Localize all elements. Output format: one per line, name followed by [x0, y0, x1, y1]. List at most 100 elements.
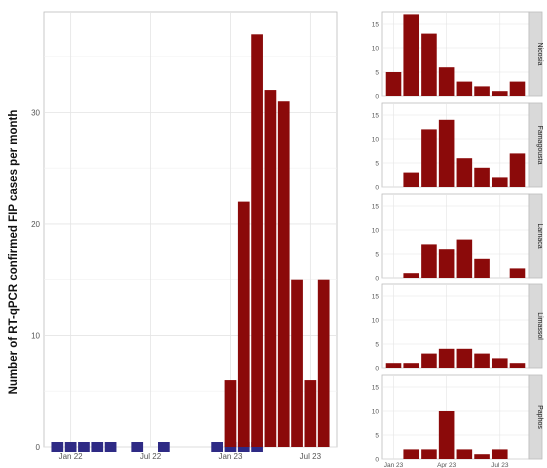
y-tick-label: 10: [372, 228, 380, 235]
bar: [403, 363, 420, 368]
y-tick-label: 15: [372, 204, 380, 211]
bar: [385, 72, 402, 96]
bar: [251, 34, 263, 448]
y-tick-label: 5: [375, 161, 379, 168]
zero-case-marker: [78, 442, 90, 452]
y-tick-label: 10: [372, 409, 380, 416]
facet-strip-label: Famagousta: [536, 126, 543, 165]
facet-strip: [528, 102, 543, 188]
facet-panel: 0 5 10 15 Famagousta: [372, 102, 543, 192]
y-tick-label: 0: [375, 185, 379, 192]
x-tick-label: Jan 23: [218, 452, 243, 461]
facet-strip: [528, 283, 543, 369]
bar: [291, 279, 303, 447]
facet-panel: 0 5 10 15 Nicosia: [372, 11, 543, 101]
facet-plot-area: [381, 193, 530, 279]
facet-panel: 0 5 10 15 Larnaca: [372, 193, 543, 283]
facet-panels: 0 5 10 15 Nicosia 0 5 10 15 Famagousta 0 5 10 15 Larna…: [372, 11, 543, 468]
bar: [456, 348, 473, 368]
x-tick-label: Jul 23: [491, 462, 509, 468]
y-tick-label: 5: [375, 342, 379, 349]
facet-strip-label: Paphos: [536, 405, 543, 429]
y-tick-label: 0: [375, 366, 379, 373]
bar: [403, 14, 420, 96]
y-tick-label: 15: [372, 385, 380, 392]
zero-case-marker: [211, 442, 223, 452]
bar: [509, 153, 526, 187]
bar: [264, 90, 277, 448]
facet-plot-area: [381, 374, 530, 460]
x-tick-label: Jan 22: [59, 452, 84, 461]
y-tick-label: 0: [375, 457, 379, 464]
bar: [403, 449, 420, 459]
y-tick-label: 10: [372, 137, 380, 144]
bar: [491, 449, 508, 459]
bar: [438, 348, 455, 368]
y-tick-label: 15: [372, 22, 380, 29]
bar: [491, 358, 508, 368]
bar: [474, 258, 490, 278]
bar: [474, 454, 490, 459]
y-tick-label: 0: [375, 276, 379, 283]
main-chart: 0 10 20 30 Jan 22 Jul 22 Jan 23 Jul 23: [31, 11, 338, 461]
y-tick-label: 0: [375, 94, 379, 101]
zero-case-marker: [131, 442, 144, 452]
bar: [317, 279, 330, 447]
facet-strip-label: Larnaca: [536, 223, 543, 248]
bar: [456, 449, 473, 459]
y-tick-label: 5: [375, 70, 379, 77]
bar: [474, 353, 490, 368]
bar: [438, 119, 455, 187]
bar: [421, 244, 437, 278]
bar: [403, 273, 420, 278]
facet-panel: 0 5 10 15 Paphos: [372, 374, 543, 464]
x-tick-label: Jul 22: [140, 452, 162, 461]
bar: [421, 33, 437, 96]
bar: [277, 101, 290, 447]
facet-strip-label: Limassol: [536, 312, 543, 340]
y-axis-label: Number of RT-qPCR confirmed FIP cases pe…: [8, 110, 20, 395]
bar: [237, 201, 250, 447]
x-tick-label: Apr 23: [437, 462, 457, 468]
x-tick-label: Jul 23: [300, 452, 322, 461]
zero-case-marker: [64, 442, 77, 452]
bar: [438, 411, 455, 459]
y-tick-label: 30: [31, 108, 40, 117]
bar: [474, 86, 490, 96]
facet-strip-label: Nicosia: [536, 43, 543, 66]
y-tick-label: 15: [372, 113, 380, 120]
bar: [438, 249, 455, 278]
facet-strip: [528, 374, 543, 460]
zero-case-marker: [91, 442, 104, 452]
bar: [456, 239, 473, 278]
bar: [304, 380, 317, 447]
facet-strip: [528, 11, 543, 97]
y-tick-label: 10: [372, 318, 380, 325]
facet-plot-area: [381, 283, 530, 369]
bar: [421, 129, 437, 187]
zero-case-marker: [104, 442, 117, 452]
x-tick-label: Jan 23: [384, 462, 404, 468]
zero-case-marker: [51, 442, 64, 452]
bar: [385, 363, 402, 368]
y-tick-label: 10: [372, 46, 380, 53]
bar: [456, 81, 473, 96]
bar: [438, 67, 455, 96]
y-tick-label: 15: [372, 294, 380, 301]
y-tick-label: 10: [31, 331, 40, 340]
bar: [491, 177, 508, 187]
y-tick-label: 20: [31, 220, 40, 229]
facet-strip: [528, 193, 543, 279]
y-tick-label: 5: [375, 433, 379, 440]
bar: [474, 167, 490, 187]
bar: [509, 363, 526, 368]
bar: [224, 380, 237, 447]
bar: [491, 91, 508, 96]
bar: [403, 172, 420, 187]
zero-case-marker: [158, 442, 170, 452]
y-tick-label: 5: [375, 252, 379, 259]
facet-panel: 0 5 10 15 Limassol: [372, 283, 543, 373]
y-tick-label: 0: [36, 443, 41, 452]
bar: [509, 81, 526, 96]
